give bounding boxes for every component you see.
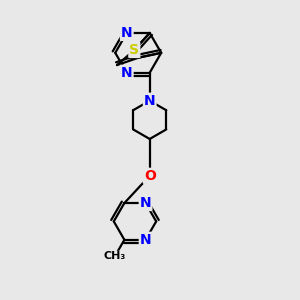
Text: N: N bbox=[144, 94, 155, 108]
Text: S: S bbox=[129, 43, 139, 57]
Text: N: N bbox=[140, 196, 152, 210]
Text: N: N bbox=[121, 66, 133, 80]
Text: N: N bbox=[140, 233, 152, 247]
Text: CH₃: CH₃ bbox=[104, 251, 126, 261]
Text: N: N bbox=[121, 26, 133, 40]
Text: O: O bbox=[144, 169, 156, 183]
